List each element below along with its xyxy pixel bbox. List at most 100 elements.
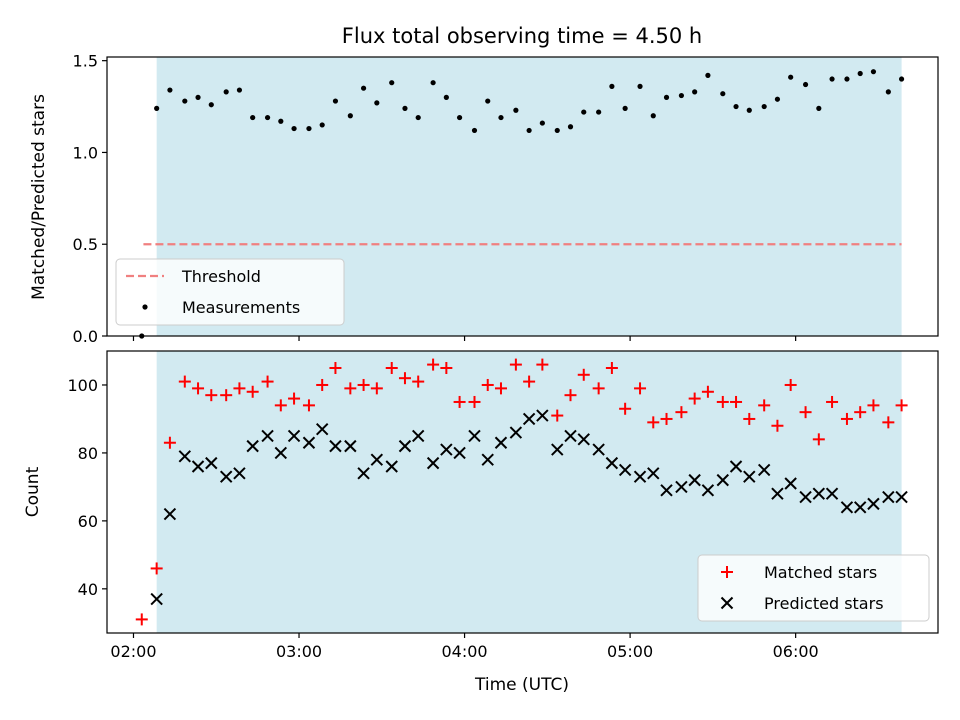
predicted-stars-point (701, 484, 715, 497)
panel0-axes-frame (106, 56, 939, 337)
matched-stars-point (634, 382, 647, 395)
matched-stars-point (427, 358, 440, 371)
measurement-point (236, 87, 243, 93)
matched-stars-point (192, 382, 205, 395)
predicted-stars-point (509, 426, 523, 439)
predicted-stars-point (344, 439, 357, 453)
measurement-point (471, 127, 478, 134)
matched-stars-point (592, 382, 605, 395)
measurement-point (319, 122, 325, 128)
matched-stars-point (398, 372, 411, 385)
matched-stars-point (840, 412, 853, 425)
predicted-stars-point (605, 456, 619, 470)
predicted-stars-point (799, 490, 812, 504)
measurement-point (844, 76, 850, 82)
predicted-stars-point (385, 460, 398, 473)
matched-stars-point (370, 382, 383, 395)
matched-stars-point (481, 378, 494, 391)
measurement-point (829, 76, 835, 82)
predicted-stars-point (426, 456, 440, 470)
measurement-point (857, 70, 863, 77)
predicted-stars-point (178, 450, 192, 463)
matched-stars-point (288, 392, 301, 405)
measurement-point (678, 92, 685, 99)
measurement-point (208, 102, 214, 108)
matched-stars-point (220, 389, 233, 402)
panel0-ytick-label: 0.5 (73, 235, 98, 254)
measurement-point (332, 98, 339, 104)
measurement-point (898, 76, 905, 82)
predicted-stars-point (468, 429, 481, 443)
top-ylabel: Matched/Predicted stars (29, 94, 49, 300)
panel1-ytick-label: 80 (78, 444, 98, 463)
measurement-point (581, 109, 587, 115)
measurement-point (567, 124, 574, 130)
matched-stars-point (784, 378, 797, 391)
measurement-point (360, 85, 367, 91)
measurement-point (663, 94, 670, 100)
legend-threshold-label: Threshold (181, 267, 261, 286)
predicted-stars-point (647, 467, 660, 480)
measurement-point (498, 114, 504, 121)
predicted-stars-point (261, 429, 274, 443)
matched-stars-point (344, 382, 357, 395)
predicted-stars-point (150, 592, 163, 606)
matched-stars-point (509, 358, 522, 371)
predicted-stars-point (825, 487, 839, 500)
matched-stars-point (895, 399, 908, 412)
predicted-stars-point (551, 443, 564, 456)
legend-matched-swatch (721, 566, 733, 578)
measurement-point (692, 89, 698, 95)
xtick-label: 06:00 (773, 642, 819, 661)
measurement-point (802, 81, 809, 88)
predicted-stars-point (757, 463, 771, 477)
predicted-stars-point (577, 433, 590, 446)
predicted-stars-point (536, 409, 549, 422)
matched-stars-point (771, 419, 784, 432)
matched-stars-point (205, 389, 218, 402)
matched-stars-point (730, 395, 743, 408)
predicted-stars-point (494, 436, 508, 449)
predicted-stars-point (163, 507, 177, 521)
matched-stars-point (536, 358, 549, 371)
predicted-stars-point (191, 460, 205, 473)
predicted-stars-point (743, 470, 756, 483)
measurement-point (347, 113, 353, 119)
predicted-stars-point (274, 446, 288, 460)
bottom-legend (697, 554, 930, 622)
predicted-stars-point (867, 497, 880, 511)
measurement-point (374, 100, 380, 106)
measurement-point (167, 87, 173, 93)
matched-stars-point (799, 406, 812, 419)
measurement-point (291, 125, 297, 132)
measurement-point (389, 80, 395, 86)
matched-stars-point (233, 382, 246, 395)
predicted-stars-point (688, 473, 701, 487)
matched-stars-point (453, 395, 466, 408)
measurement-point (650, 113, 656, 119)
predicted-stars-point (357, 467, 370, 480)
matched-stars-point (743, 412, 756, 425)
predicted-stars-point (592, 443, 605, 456)
matched-stars-point (412, 375, 425, 388)
panel1-ytick-label: 100 (67, 376, 98, 395)
predicted-stars-point (205, 456, 218, 470)
measurement-point (154, 105, 160, 111)
measurement-point (223, 89, 229, 95)
matched-stars-point (882, 416, 895, 429)
measurement-point (264, 114, 271, 121)
measurement-point (733, 103, 739, 110)
matched-stars-point (619, 402, 632, 415)
matched-stars-point (716, 395, 729, 408)
matched-stars-point (605, 361, 618, 374)
measurement-point (596, 109, 602, 115)
predicted-stars-point (412, 429, 425, 443)
matched-stars-point (812, 433, 825, 446)
matched-stars-point (246, 385, 259, 398)
predicted-stars-point (302, 436, 316, 449)
predicted-stars-point (370, 453, 384, 466)
measurement-point (402, 105, 408, 111)
measurement-point (539, 120, 545, 126)
measurement-point (609, 83, 615, 89)
chart-title: Flux total observing time = 4.50 h (342, 24, 702, 48)
